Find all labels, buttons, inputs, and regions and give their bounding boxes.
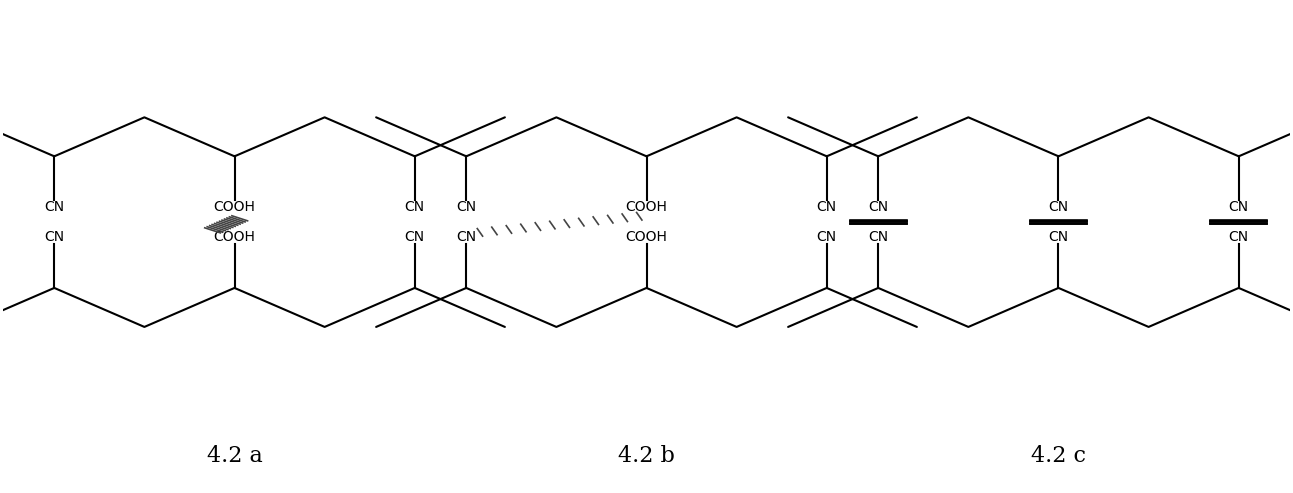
Text: CN: CN [405, 200, 425, 214]
Text: CN: CN [817, 200, 837, 214]
Text: CN: CN [1228, 200, 1249, 214]
Text: CN: CN [44, 230, 65, 244]
Text: CN: CN [456, 230, 476, 244]
Text: COOH: COOH [626, 230, 667, 244]
Text: 4.2 a: 4.2 a [207, 445, 262, 467]
Text: CN: CN [1049, 230, 1068, 244]
Text: CN: CN [1049, 200, 1068, 214]
Text: CN: CN [456, 200, 476, 214]
Text: CN: CN [405, 230, 425, 244]
Text: 4.2 b: 4.2 b [618, 445, 675, 467]
Text: 4.2 c: 4.2 c [1031, 445, 1086, 467]
Text: CN: CN [868, 200, 888, 214]
Text: CN: CN [44, 200, 65, 214]
Text: COOH: COOH [213, 200, 256, 214]
Text: CN: CN [868, 230, 888, 244]
Text: COOH: COOH [626, 200, 667, 214]
Text: COOH: COOH [213, 230, 256, 244]
Text: CN: CN [1228, 230, 1249, 244]
Text: CN: CN [817, 230, 837, 244]
